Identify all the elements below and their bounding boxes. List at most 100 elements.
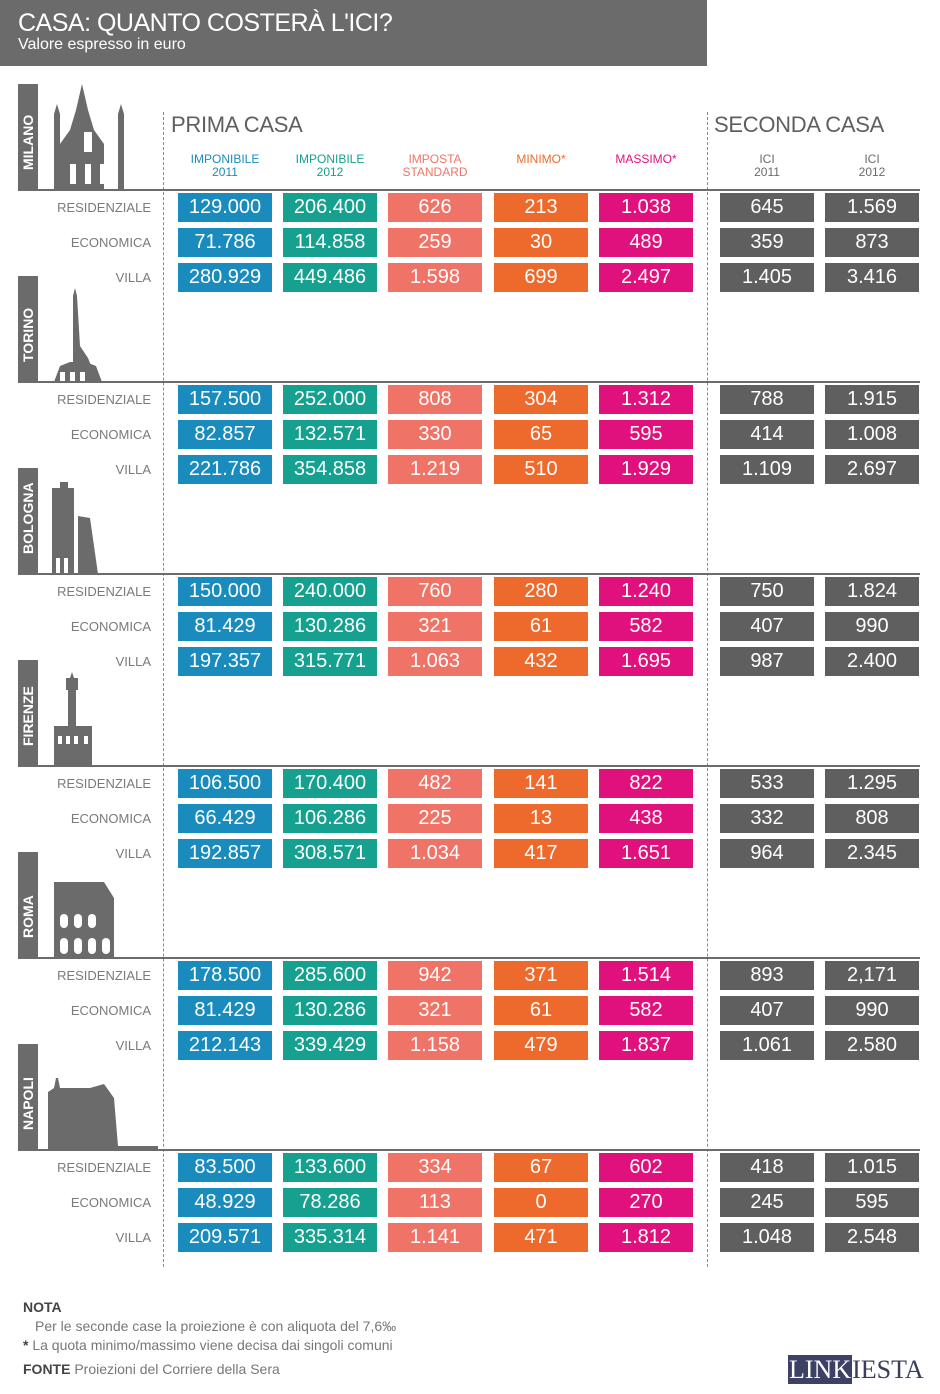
header-banner: CASA: QUANTO COSTERÀ L'ICI? Valore espre… xyxy=(0,0,707,66)
row-label: RESIDENZIALE xyxy=(57,776,151,791)
data-cell: 359 xyxy=(720,228,814,257)
column-header: IMPONIBILE 2011 xyxy=(190,152,260,179)
data-cell: 132.571 xyxy=(283,420,377,449)
data-cell: 602 xyxy=(599,1153,693,1182)
data-cell: 66.429 xyxy=(178,804,272,833)
row-label: RESIDENZIALE xyxy=(57,392,151,407)
data-cell: 2.497 xyxy=(599,263,693,292)
data-cell: 129.000 xyxy=(178,193,272,222)
asterisk-note: * La quota minimo/massimo viene decisa d… xyxy=(23,1337,393,1353)
title: CASA: QUANTO COSTERÀ L'ICI? xyxy=(18,9,393,37)
data-cell: 418 xyxy=(720,1153,814,1182)
data-cell: 407 xyxy=(720,612,814,641)
data-cell: 1.514 xyxy=(599,961,693,990)
data-cell: 1.824 xyxy=(825,577,919,606)
data-cell: 893 xyxy=(720,961,814,990)
data-cell: 209.571 xyxy=(178,1223,272,1252)
row-label: ECONOMICA xyxy=(70,427,151,442)
data-cell: 321 xyxy=(388,996,482,1025)
data-cell: 699 xyxy=(494,263,588,292)
data-cell: 582 xyxy=(599,996,693,1025)
data-cell: 178.500 xyxy=(178,961,272,990)
asterisk-text: La quota minimo/massimo viene decisa dai… xyxy=(28,1337,393,1353)
section-seconda-casa: SECONDA CASA xyxy=(714,112,885,137)
data-cell: 1.158 xyxy=(388,1031,482,1060)
data-cell: 114.858 xyxy=(283,228,377,257)
city-separator-line xyxy=(18,573,920,575)
data-cell: 582 xyxy=(599,612,693,641)
row-label: VILLA xyxy=(115,1038,151,1053)
data-cell: 150.000 xyxy=(178,577,272,606)
fonte-text: Proiezioni del Corriere della Sera xyxy=(70,1361,280,1377)
data-cell: 106.500 xyxy=(178,769,272,798)
data-cell: 1.109 xyxy=(720,455,814,484)
row-label: VILLA xyxy=(115,1230,151,1245)
row-label: ECONOMICA xyxy=(70,1003,151,1018)
data-cell: 873 xyxy=(825,228,919,257)
data-cell: 1.141 xyxy=(388,1223,482,1252)
data-cell: 81.429 xyxy=(178,996,272,1025)
duomo-icon xyxy=(40,84,162,190)
data-cell: 407 xyxy=(720,996,814,1025)
data-cell: 1.915 xyxy=(825,385,919,414)
data-cell: 1.651 xyxy=(599,839,693,868)
data-cell: 240.000 xyxy=(283,577,377,606)
column-header: MINIMO* xyxy=(516,152,566,166)
data-cell: 170.400 xyxy=(283,769,377,798)
data-cell: 1.405 xyxy=(720,263,814,292)
data-cell: 113 xyxy=(388,1188,482,1217)
data-cell: 0 xyxy=(494,1188,588,1217)
city-label-napoli: NAPOLI xyxy=(18,1044,38,1150)
data-cell: 438 xyxy=(599,804,693,833)
row-label: RESIDENZIALE xyxy=(57,968,151,983)
data-cell: 212.143 xyxy=(178,1031,272,1060)
data-cell: 942 xyxy=(388,961,482,990)
city-separator-line xyxy=(18,1149,920,1151)
city-name: TORINO xyxy=(20,307,36,362)
data-cell: 808 xyxy=(825,804,919,833)
data-cell: 221.786 xyxy=(178,455,272,484)
data-cell: 414 xyxy=(720,420,814,449)
data-cell: 1.219 xyxy=(388,455,482,484)
city-label-torino: TORINO xyxy=(18,276,38,382)
data-cell: 1.015 xyxy=(825,1153,919,1182)
city-name: MILANO xyxy=(20,114,36,170)
data-cell: 332 xyxy=(720,804,814,833)
data-cell: 1.837 xyxy=(599,1031,693,1060)
data-cell: 1.312 xyxy=(599,385,693,414)
logo-part-a: LINK xyxy=(788,1355,853,1384)
data-cell: 192.857 xyxy=(178,839,272,868)
data-cell: 2.345 xyxy=(825,839,919,868)
data-cell: 354.858 xyxy=(283,455,377,484)
data-cell: 130.286 xyxy=(283,996,377,1025)
linkiesta-logo: LINKIESTA xyxy=(788,1355,924,1385)
logo-part-b: IESTA xyxy=(852,1355,924,1384)
data-cell: 595 xyxy=(825,1188,919,1217)
row-label: RESIDENZIALE xyxy=(57,200,151,215)
data-cell: 308.571 xyxy=(283,839,377,868)
data-cell: 78.286 xyxy=(283,1188,377,1217)
data-cell: 81.429 xyxy=(178,612,272,641)
city-separator-line xyxy=(18,957,920,959)
nota: NOTA xyxy=(23,1299,62,1315)
data-cell: 2.580 xyxy=(825,1031,919,1060)
data-cell: 479 xyxy=(494,1031,588,1060)
column-header: IMPONIBILE 2012 xyxy=(295,152,365,179)
asterisk: * xyxy=(23,1337,29,1353)
data-cell: 61 xyxy=(494,612,588,641)
data-cell: 482 xyxy=(388,769,482,798)
city-name: BOLOGNA xyxy=(20,482,36,554)
data-cell: 2.548 xyxy=(825,1223,919,1252)
colosseum-icon xyxy=(40,852,162,958)
subtitle: Valore espresso in euro xyxy=(18,36,186,53)
fonte: FONTE Proiezioni del Corriere della Sera xyxy=(23,1361,280,1377)
data-cell: 206.400 xyxy=(283,193,377,222)
data-cell: 417 xyxy=(494,839,588,868)
data-cell: 1.295 xyxy=(825,769,919,798)
data-cell: 270 xyxy=(599,1188,693,1217)
data-cell: 280.929 xyxy=(178,263,272,292)
data-cell: 82.857 xyxy=(178,420,272,449)
data-cell: 510 xyxy=(494,455,588,484)
data-cell: 471 xyxy=(494,1223,588,1252)
row-label: ECONOMICA xyxy=(70,811,151,826)
